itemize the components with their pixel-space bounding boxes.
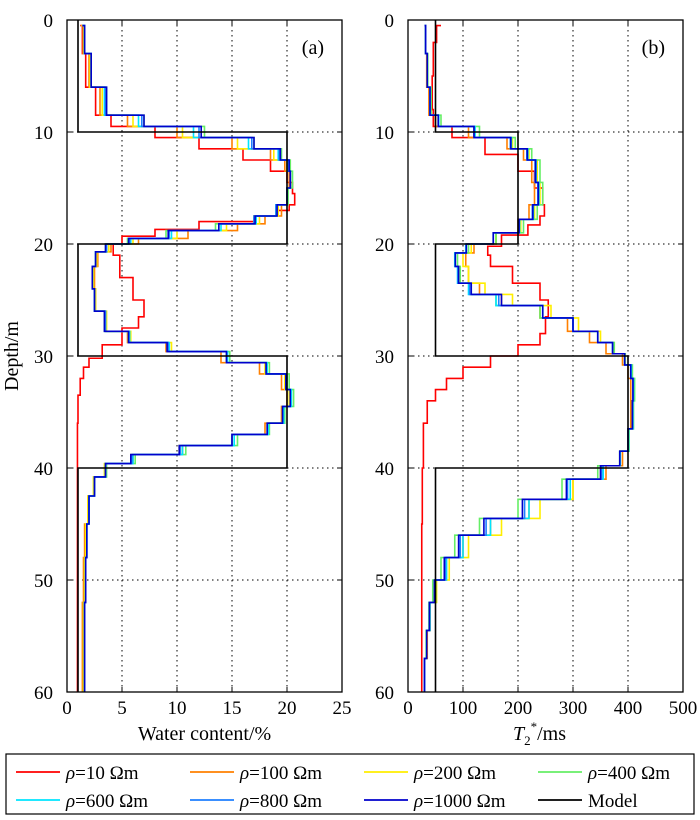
panel-a-ytick-label: 20 [34,235,53,256]
panel-b-series-4 [423,24,635,692]
panel-a-series-2 [81,24,292,692]
panel-a-ytick-label: 50 [34,571,53,592]
panel-b-label: (b) [642,37,665,59]
panel-a-xtick-label: 25 [333,698,352,719]
legend-entry-7: Model [588,791,638,812]
legend-entry-4: ρ=600 Ωm [65,791,148,812]
legend-entry-text: =10 Ωm [75,763,139,784]
legend-entry-symbol: ρ [239,763,249,784]
panel-a-series-model [77,20,288,692]
panel-a-label: (a) [302,37,324,59]
legend-entry-2: ρ=200 Ωm [413,763,496,784]
panel-b-series-3 [423,24,636,692]
panel-b-xlabel-unit: /ms [537,723,566,745]
panel-a-series-5 [82,24,292,692]
panel-b-series-6 [423,24,634,692]
legend-entry-6: ρ=1000 Ωm [413,791,506,812]
panel-a-xtick-label: 15 [223,698,242,719]
panel-b-series-model [434,20,629,692]
panel-a-series-1 [81,24,290,692]
legend-entry-5: ρ=800 Ωm [239,791,322,812]
panel-a-ytick-label: 40 [34,459,53,480]
panel-b-xlabel-sup: * [531,719,538,734]
legend-entry-text: =800 Ωm [249,791,322,812]
panel-b-xtick-label: 500 [669,698,698,719]
panel-b-ytick-label: 40 [375,459,394,480]
panel-b-series-0 [420,24,550,692]
panel-b-series-1 [423,24,632,692]
panel-b-xtick-label: 400 [614,698,643,719]
legend-entry-text: =200 Ωm [423,763,496,784]
legend-entry-text: =100 Ωm [249,763,322,784]
panel-a-xtick-label: 5 [117,698,127,719]
panel-b-ytick-label: 60 [375,683,394,704]
panel-b-xtick-label: 100 [449,698,478,719]
legend-entry-symbol: ρ [413,791,423,812]
panel-b-xtick-label: 300 [559,698,588,719]
panel-a-xlabel: Water content/% [138,723,271,745]
panel-b-ytick-label: 20 [375,235,394,256]
panel-a-series-6 [82,24,292,692]
panel-a-ytick-label: 0 [44,11,54,32]
legend-entry-1: ρ=100 Ωm [239,763,322,784]
panel-a-xtick-label: 10 [168,698,187,719]
panel-b-xlabel-main: T [513,723,526,745]
legend-entry-0: ρ=10 Ωm [65,763,139,784]
legend-entry-text: Model [588,791,638,812]
panel-a-series-3 [82,24,295,692]
panel-a-xtick-label: 0 [62,698,72,719]
panel-b-xlabel-sub: 2 [524,733,531,748]
legend-box [5,753,695,815]
panel-b: 0 100 200 300 400 500 0 10 20 30 40 50 60 (b) T2*/ms [375,11,697,748]
legend-entry-text: =400 Ωm [597,763,670,784]
panel-b-xlabel: T2*/ms [513,719,566,748]
panel-a-ylabel: Depth/m [1,321,23,391]
legend-entry-symbol: ρ [587,763,597,784]
panel-b-ytick-label: 0 [385,11,395,32]
panel-a: 0 5 10 15 20 25 0 10 20 30 40 50 60 (a) Water content/… [1,11,352,745]
panel-a-series-4 [82,24,293,692]
legend: ρ=10 Ωm ρ=100 Ωm ρ=200 Ωm ρ=400 Ωmρ=600 Ωm ρ… [5,753,695,815]
legend-entry-text: =600 Ωm [75,791,148,812]
panel-b-ytick-label: 50 [375,571,394,592]
legend-entry-text: =1000 Ωm [423,791,506,812]
legend-entry-3: ρ=400 Ωm [587,763,670,784]
panel-b-series-5 [423,24,634,692]
legend-entry-symbol: ρ [239,791,249,812]
legend-entry-symbol: ρ [65,763,75,784]
panel-b-xtick-label: 0 [403,698,413,719]
panel-b-series-2 [423,24,635,692]
panel-a-series-0 [76,24,296,692]
panel-a-ytick-label: 60 [34,683,53,704]
panel-a-xtick-label: 20 [278,698,297,719]
legend-entry-symbol: ρ [413,763,423,784]
panel-a-ytick-label: 10 [34,123,53,144]
panel-a-ytick-label: 30 [34,347,53,368]
panel-b-xtick-label: 200 [504,698,533,719]
legend-entry-symbol: ρ [65,791,75,812]
panel-b-ytick-label: 10 [375,123,394,144]
panel-b-ytick-label: 30 [375,347,394,368]
